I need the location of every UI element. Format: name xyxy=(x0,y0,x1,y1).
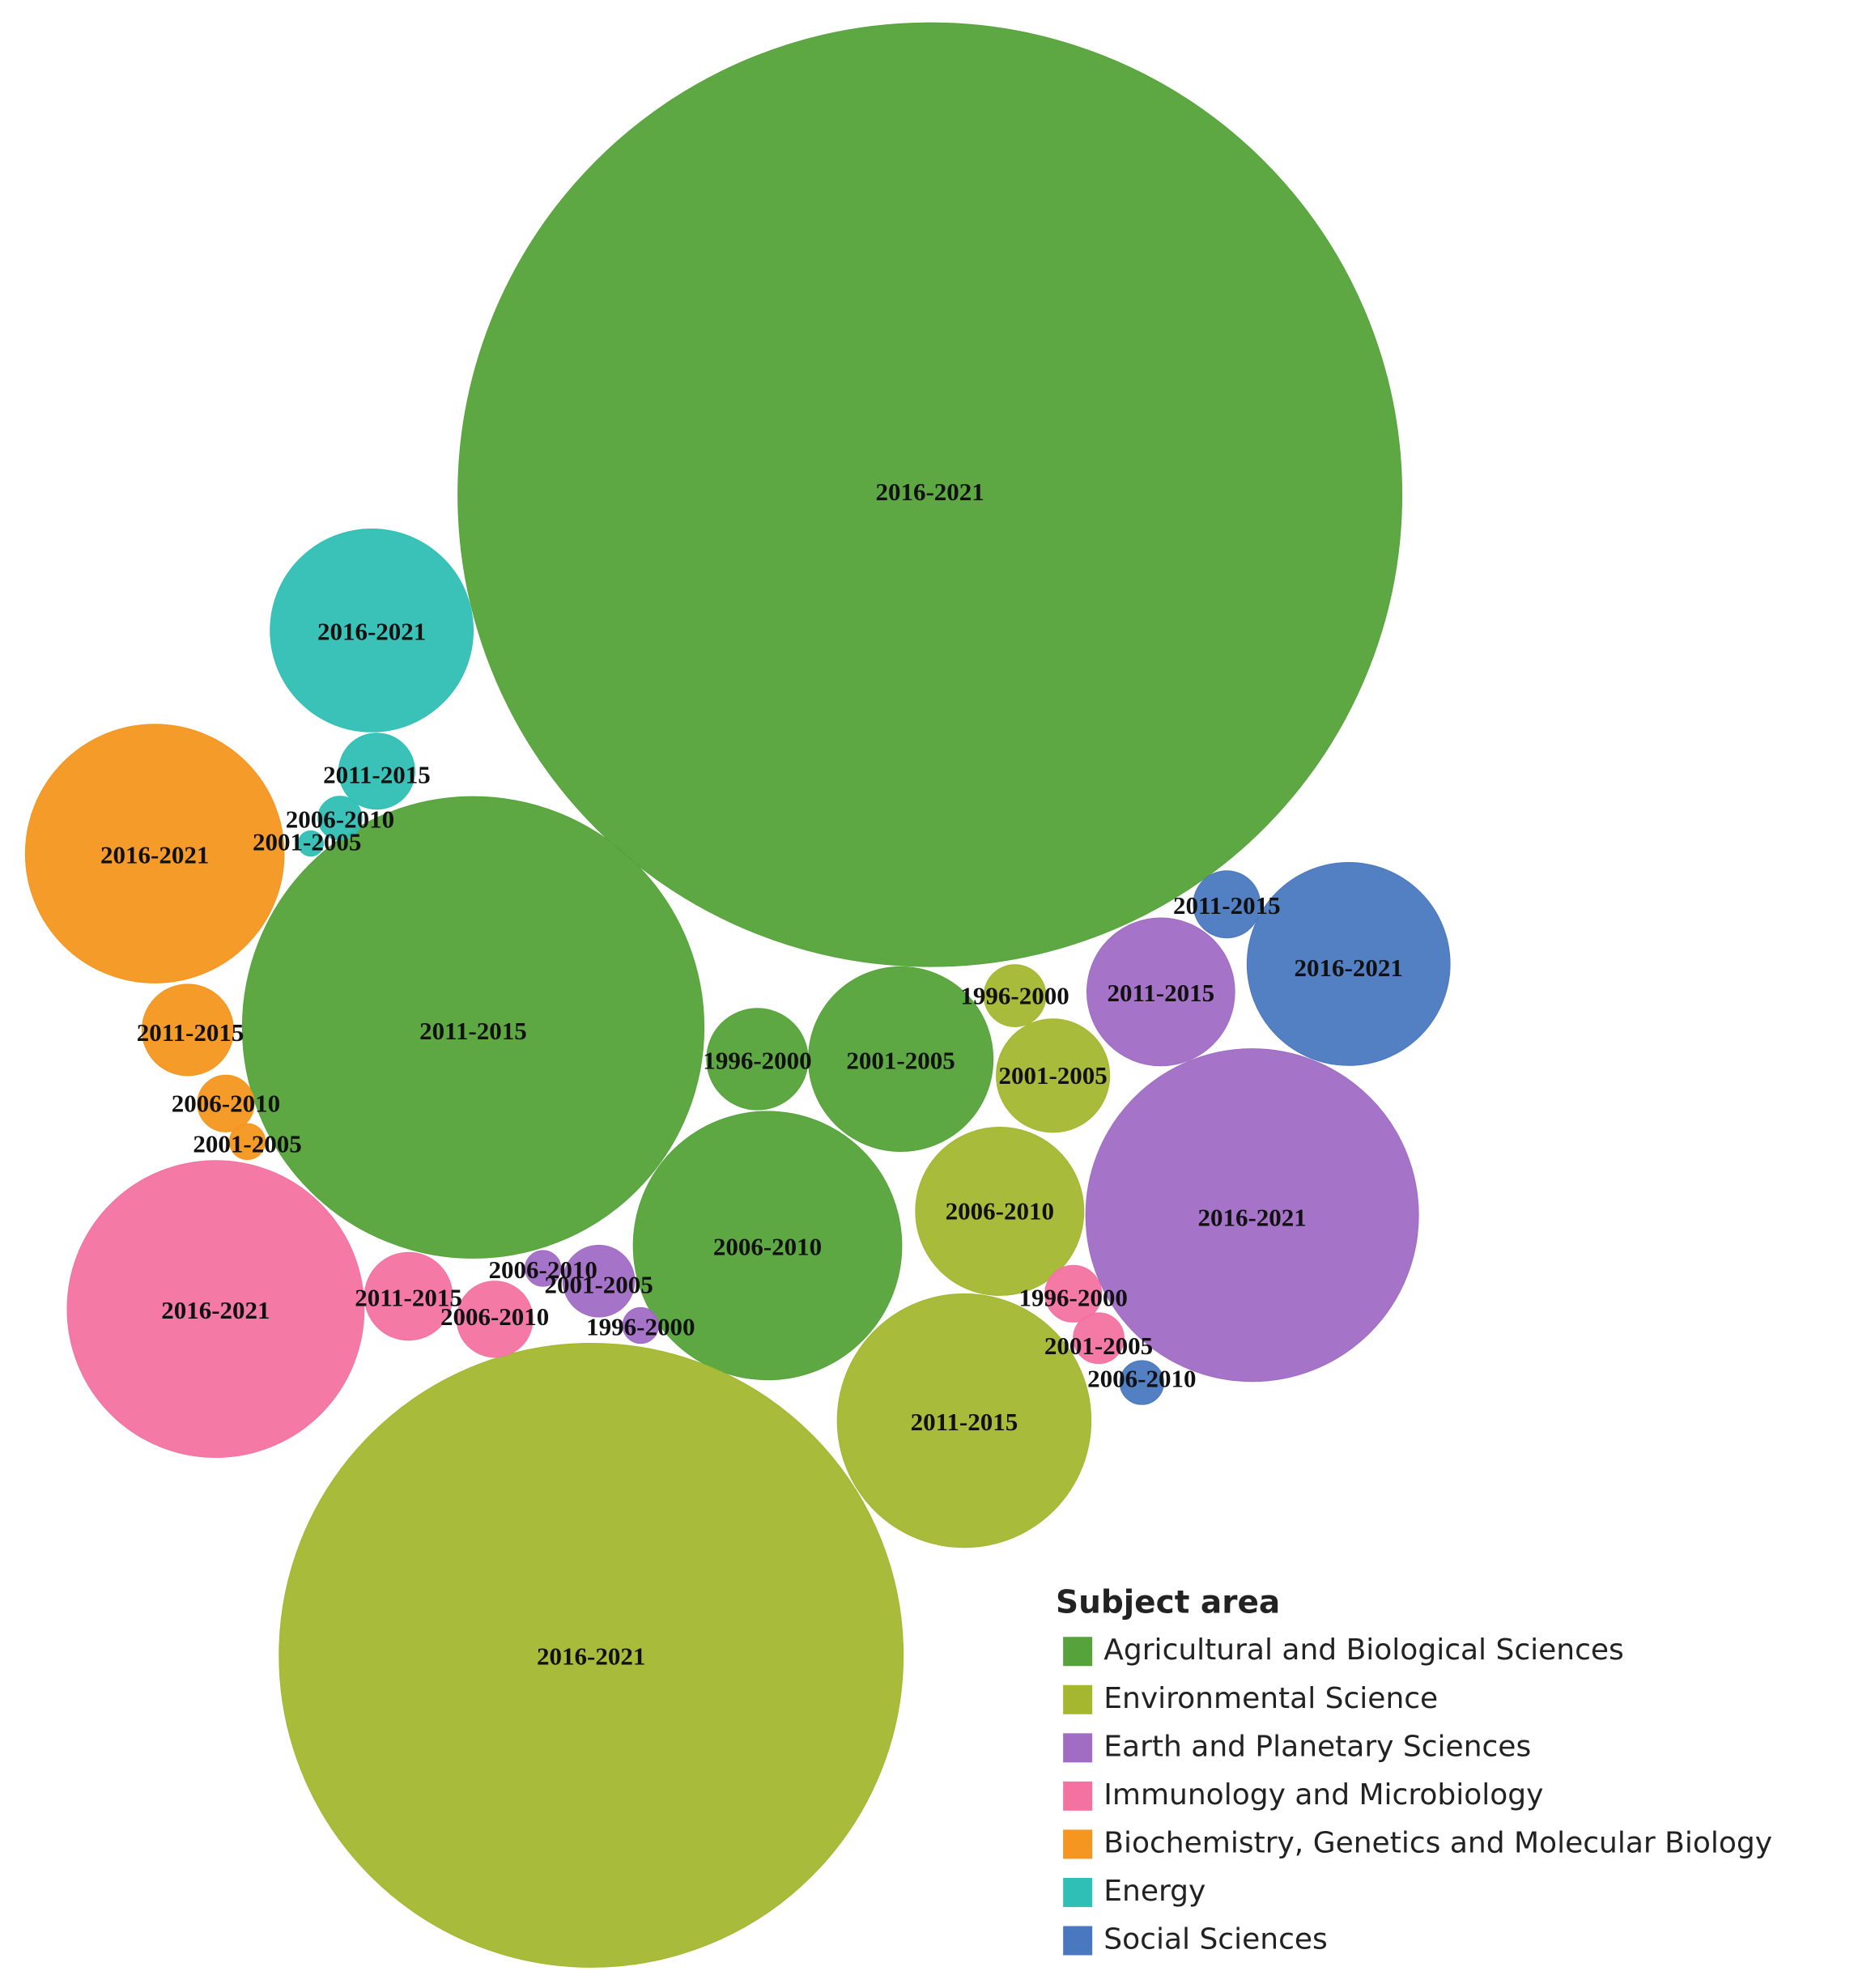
legend-label: Environmental Science xyxy=(1103,1682,1438,1715)
bubble xyxy=(1119,1360,1164,1405)
bubble-label: 2011-2015 xyxy=(1173,891,1281,920)
bubble-label: 2016-2021 xyxy=(317,618,426,646)
bubble-label: 1996-2000 xyxy=(960,981,1069,1009)
legend-swatch xyxy=(1063,1926,1093,1956)
legend-swatch xyxy=(1063,1684,1093,1714)
bubble-label: 1996-2000 xyxy=(1019,1283,1128,1311)
bubble-label: 1996-2000 xyxy=(703,1046,811,1074)
bubble xyxy=(197,1074,255,1132)
bubble-label: 2001-2005 xyxy=(193,1130,301,1158)
bubble-label: 2016-2021 xyxy=(1295,954,1403,982)
bubble xyxy=(228,1123,266,1160)
bubble-label: 2006-2010 xyxy=(489,1255,597,1284)
bubble xyxy=(1073,1312,1125,1365)
bubble xyxy=(1193,870,1261,939)
bubble xyxy=(706,1008,809,1111)
bubble xyxy=(1044,1264,1103,1323)
legend-swatch xyxy=(1063,1781,1093,1811)
bubble xyxy=(983,964,1047,1027)
bubble xyxy=(297,830,325,857)
bubble-label: 2016-2021 xyxy=(100,840,209,869)
legend-swatch xyxy=(1063,1637,1093,1667)
bubble-label: 2016-2021 xyxy=(1197,1204,1306,1232)
bubble xyxy=(1085,1048,1419,1383)
legend-title: Subject area xyxy=(1056,1585,1280,1621)
bubble-label: 2001-2005 xyxy=(253,828,361,856)
bubble-label: 2016-2021 xyxy=(161,1296,270,1324)
legend-label: Social Sciences xyxy=(1103,1923,1328,1956)
legend-label: Biochemistry, Genetics and Molecular Bio… xyxy=(1103,1826,1772,1859)
bubble-label: 2011-2015 xyxy=(419,1017,527,1045)
bubble xyxy=(915,1127,1085,1296)
bubble-label: 2001-2005 xyxy=(846,1046,955,1074)
bubble-label: 2006-2010 xyxy=(172,1090,280,1118)
bubble xyxy=(456,1281,534,1358)
bubble-label: 2001-2005 xyxy=(998,1061,1107,1090)
bubble-label: 2011-2015 xyxy=(323,761,431,789)
legend-label: Agricultural and Biological Sciences xyxy=(1103,1633,1624,1667)
bubble xyxy=(622,1306,659,1344)
bubble xyxy=(317,796,363,841)
legend-label: Earth and Planetary Sciences xyxy=(1103,1730,1531,1763)
bubble-label: 2006-2010 xyxy=(713,1233,822,1261)
bubble-label: 2006-2010 xyxy=(1087,1365,1196,1393)
bubble xyxy=(66,1160,365,1459)
bubble-label: 2006-2010 xyxy=(946,1197,1054,1226)
bubble-label: 2011-2015 xyxy=(137,1018,245,1047)
bubble xyxy=(525,1250,562,1287)
bubble xyxy=(279,1343,904,1968)
bubble xyxy=(1086,917,1235,1067)
bubble-label: 2016-2021 xyxy=(875,478,984,506)
bubble-label: 2006-2010 xyxy=(440,1302,549,1331)
bubble-label: 2016-2021 xyxy=(537,1642,645,1671)
bubble-label: 2001-2005 xyxy=(1044,1332,1153,1360)
legend-swatch xyxy=(1063,1733,1093,1763)
bubble xyxy=(1246,862,1451,1066)
bubble-label: 2011-2015 xyxy=(1107,979,1214,1007)
bubble xyxy=(632,1111,903,1381)
bubble-label: 2011-2015 xyxy=(911,1408,1018,1436)
bubble xyxy=(241,796,705,1259)
bubble xyxy=(457,22,1403,967)
bubble xyxy=(270,528,474,733)
bubble-label: 2001-2005 xyxy=(544,1271,653,1299)
bubble xyxy=(24,724,285,983)
legend-swatch xyxy=(1063,1829,1093,1859)
bubble-label: 2006-2010 xyxy=(286,805,394,834)
bubble xyxy=(364,1251,453,1341)
bubble xyxy=(996,1018,1111,1133)
legend-label: Immunology and Microbiology xyxy=(1103,1778,1543,1812)
legend-label: Energy xyxy=(1103,1875,1206,1908)
bubble-label: 1996-2000 xyxy=(586,1312,695,1340)
bubble xyxy=(141,983,234,1077)
legend-swatch xyxy=(1063,1877,1093,1907)
bubble xyxy=(836,1293,1092,1548)
bubble xyxy=(338,733,415,810)
bubble xyxy=(562,1244,636,1318)
bubble-label: 2011-2015 xyxy=(355,1283,462,1311)
